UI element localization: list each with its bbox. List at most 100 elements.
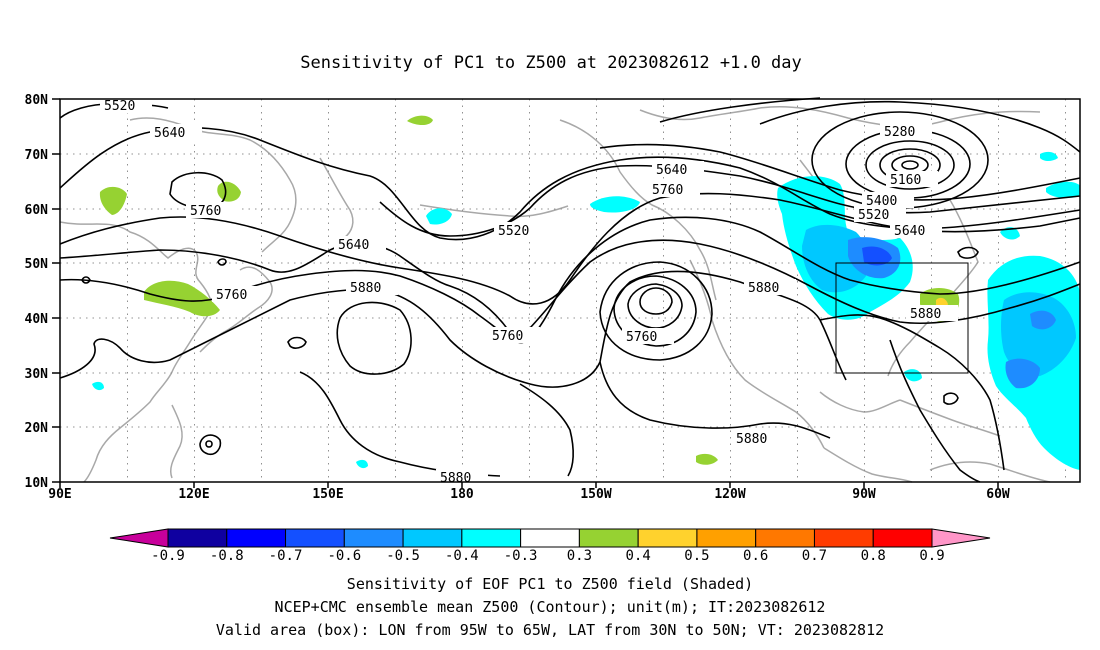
negative-sensitivity-patch [356, 459, 368, 469]
contour-5880-east-coast [889, 339, 981, 483]
contour-label: 5520 [498, 224, 529, 239]
caption-line-1: Sensitivity of EOF PC1 to Z500 field (Sh… [347, 575, 753, 593]
contour-label-bg [732, 430, 784, 446]
caption-line-3: Valid area (box): LON from 95W to 65W, L… [216, 621, 884, 639]
lat-label: 10N [25, 476, 49, 491]
positive-sensitivity-patch [99, 186, 127, 215]
caption-line-2: NCEP+CMC ensemble mean Z500 (Contour); u… [275, 598, 826, 616]
contour-east-lows [943, 392, 959, 405]
contour-label: 5280 [884, 125, 915, 140]
lon-label: 150E [312, 487, 343, 502]
contour-5200 [865, 140, 955, 190]
contour-label-bg [652, 161, 704, 177]
lon-label: 180 [450, 487, 474, 502]
lon-label: 120W [714, 487, 745, 502]
negative-sensitivity-patch [862, 246, 892, 266]
colorbar-label: -0.8 [210, 548, 244, 564]
lat-label: 20N [25, 421, 49, 436]
contour-south-loop-small [205, 440, 213, 448]
contour-5640-north [59, 127, 1081, 241]
contour-label-bg [886, 171, 938, 187]
map-panel: 5520 5640 5760 5640 5760 5880 5520 5640 … [25, 93, 1081, 502]
colorbar-labels: -0.9 -0.8 -0.7 -0.6 -0.5 -0.4 -0.3 0.3 0.4 0.5 0.6… [151, 548, 945, 564]
contour-label-bg [906, 305, 958, 321]
south-america-coastline [929, 461, 1051, 483]
colorbar-cell [226, 528, 287, 548]
arctic-islands-coastline [639, 107, 761, 121]
contour-label-bg [854, 206, 906, 222]
contour-5880-southeast [819, 314, 1005, 471]
colorbar-cell [813, 528, 874, 548]
negative-sensitivity-patch [1030, 310, 1056, 330]
colorbar-cell [285, 528, 345, 548]
contour-5880-east-ridge [819, 319, 847, 381]
negative-sensitivity-patch [92, 381, 104, 391]
contour-5340 [759, 100, 1081, 153]
contour-label: 5760 [652, 183, 683, 198]
lat-label: 80N [25, 93, 49, 108]
contour-label-bg [744, 279, 796, 295]
philippines-coastline [169, 404, 183, 479]
contour-label: 5880 [350, 281, 381, 296]
lat-label: 40N [25, 312, 49, 327]
contour-label: 5880 [440, 471, 471, 486]
contour-south-loop [199, 434, 222, 456]
colorbar-label: 0.7 [802, 548, 827, 564]
lon-label: 120E [178, 487, 209, 502]
contour-label: 5640 [656, 163, 687, 178]
contour-label-bg [436, 469, 488, 485]
positive-sensitivity-patch [217, 181, 241, 202]
lat-label: 60N [25, 203, 49, 218]
contour-5400 [599, 143, 1081, 201]
contour-label-bg [890, 222, 942, 238]
colorbar-label: -0.5 [386, 548, 420, 564]
contour-5880-south [599, 361, 831, 439]
colorbar-label: -0.6 [327, 548, 361, 564]
colorbar-label: 0.9 [919, 548, 944, 564]
contour-5700-pacific-low-inner2 [627, 283, 683, 329]
contour-small-loop-japan [287, 336, 307, 349]
lon-label: 90E [48, 487, 71, 502]
colorbar-cell [637, 528, 698, 548]
contour-labels: 5520 5640 5760 5640 5760 5880 5520 5640 … [100, 97, 958, 486]
lat-axis: 80N 70N 60N 50N 40N 30N 20N 10N [25, 93, 60, 491]
contour-label: 5520 [858, 208, 889, 223]
contour-5880-pacific-south [519, 383, 574, 477]
contour-label-bg [488, 327, 540, 343]
sensitivity-shading [92, 115, 1080, 470]
lat-label: 50N [25, 257, 49, 272]
colorbar-label: -0.9 [151, 548, 185, 564]
contour-label-bg [186, 202, 238, 218]
map-frame [59, 98, 1081, 483]
west-north-america-coastline [689, 259, 825, 449]
negative-sensitivity-patch [904, 369, 922, 382]
contour-label-bg [150, 124, 202, 140]
colorbar-label: -0.4 [445, 548, 479, 564]
colorbar-high-arrow [931, 528, 991, 548]
contour-label-bg [622, 328, 674, 344]
figure-title: Sensitivity of PC1 to Z500 at 2023082612… [300, 53, 802, 73]
contour-tiny-loop-north [217, 258, 227, 266]
negative-sensitivity-patch [1001, 292, 1076, 377]
contour-label: 5640 [154, 126, 185, 141]
positive-sensitivity-patch [407, 115, 433, 126]
colorbar-cell [872, 528, 933, 548]
colorbar-cell [343, 528, 404, 548]
contour-5760-pacific-low [599, 261, 713, 361]
contour-label: 5640 [894, 224, 925, 239]
asia-coastline [59, 221, 212, 483]
contour-label: 5400 [866, 194, 897, 209]
contour-label-bg [212, 286, 264, 302]
colorbar: -0.9 -0.8 -0.7 -0.6 -0.5 -0.4 -0.3 0.3 0.4 0.5 0.6… [109, 528, 991, 564]
contour-label: 5160 [890, 173, 921, 188]
contour-label: 5760 [492, 329, 523, 344]
lat-label: 30N [25, 367, 49, 382]
colorbar-label: 0.4 [626, 548, 651, 564]
positive-sensitivity-patch [144, 280, 220, 317]
positive-sensitivity-patch [696, 453, 718, 465]
colorbar-label: 0.6 [743, 548, 768, 564]
contour-label-bg [494, 222, 546, 238]
contour-label-bg [334, 236, 386, 252]
contour-label-bg [648, 181, 700, 197]
